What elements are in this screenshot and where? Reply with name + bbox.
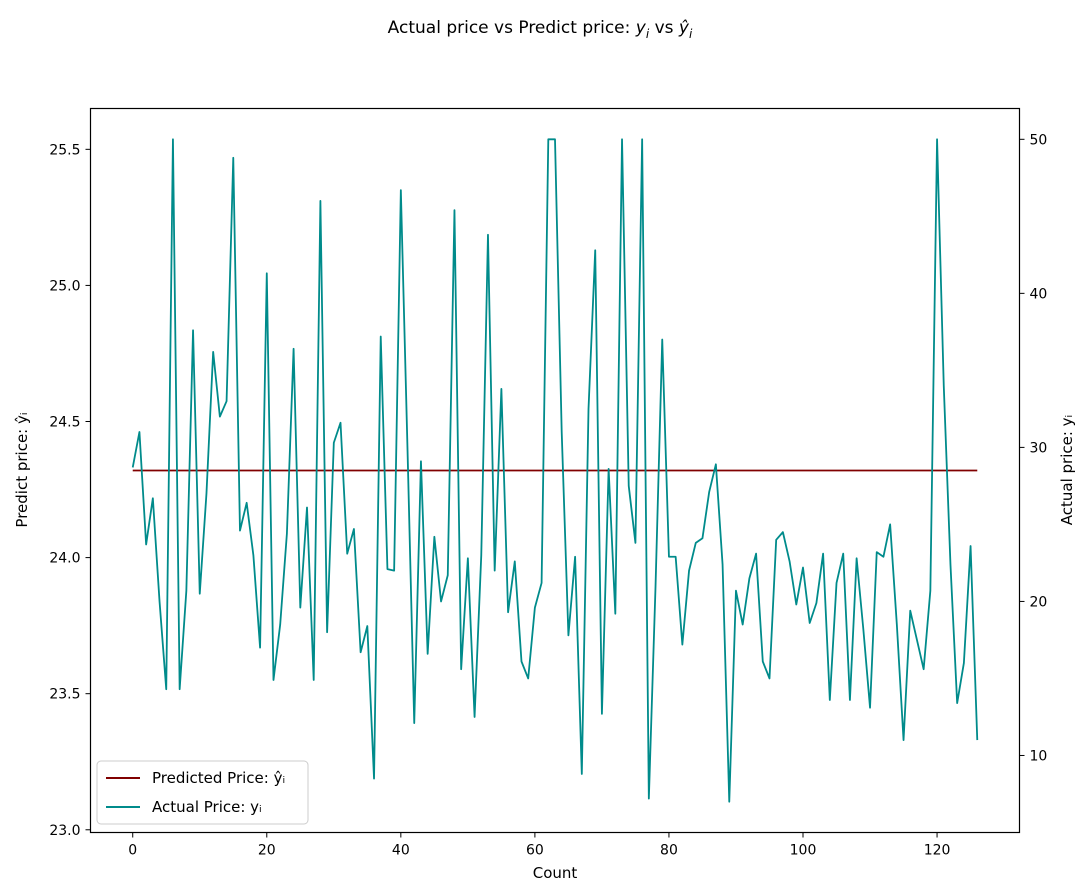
y-right-tick-label: 30	[1030, 440, 1048, 456]
x-tick-label: 60	[526, 843, 544, 859]
legend-label-actual: Actual Price: yᵢ	[152, 798, 262, 816]
y-right-tick-label: 10	[1030, 748, 1048, 764]
y-right-tick-label: 40	[1030, 286, 1048, 302]
x-tick-label: 120	[924, 843, 951, 859]
y-left-tick-label: 25.0	[49, 278, 80, 294]
legend-box	[96, 760, 309, 825]
x-tick-label: 100	[790, 843, 817, 859]
y-right-tick-label: 50	[1030, 132, 1048, 148]
x-tick-label: 0	[128, 843, 137, 859]
plot-frame	[89, 107, 1021, 834]
chart-title: Actual price vs Predict price: yi vs ŷi	[388, 18, 693, 41]
series-line-actual-price	[131, 138, 979, 803]
y-axis-right-label: Actual price: yᵢ	[1058, 415, 1076, 525]
y-left-tick-label: 23.5	[49, 687, 80, 703]
x-tick-label: 20	[258, 843, 276, 859]
x-axis-label: Count	[533, 864, 578, 882]
y-right-tick-label: 20	[1030, 594, 1048, 610]
y-left-tick-label: 24.0	[49, 551, 80, 567]
x-tick-label: 40	[392, 843, 410, 859]
axis-ticks: 0 20 40 60 80 100 120 23.0 23.5 24.0 24.5 25.0 25.5 1…	[49, 132, 1047, 858]
y-axis-left-label: Predict price: ŷᵢ	[13, 412, 31, 527]
legend: Predicted Price: ŷᵢ Actual Price: yᵢ	[96, 760, 309, 825]
x-tick-label: 80	[660, 843, 678, 859]
y-left-tick-label: 23.0	[49, 823, 80, 839]
y-left-tick-label: 24.5	[49, 415, 80, 431]
legend-label-predicted: Predicted Price: ŷᵢ	[152, 769, 285, 787]
plot-area	[131, 138, 979, 803]
y-left-tick-label: 25.5	[49, 142, 80, 158]
